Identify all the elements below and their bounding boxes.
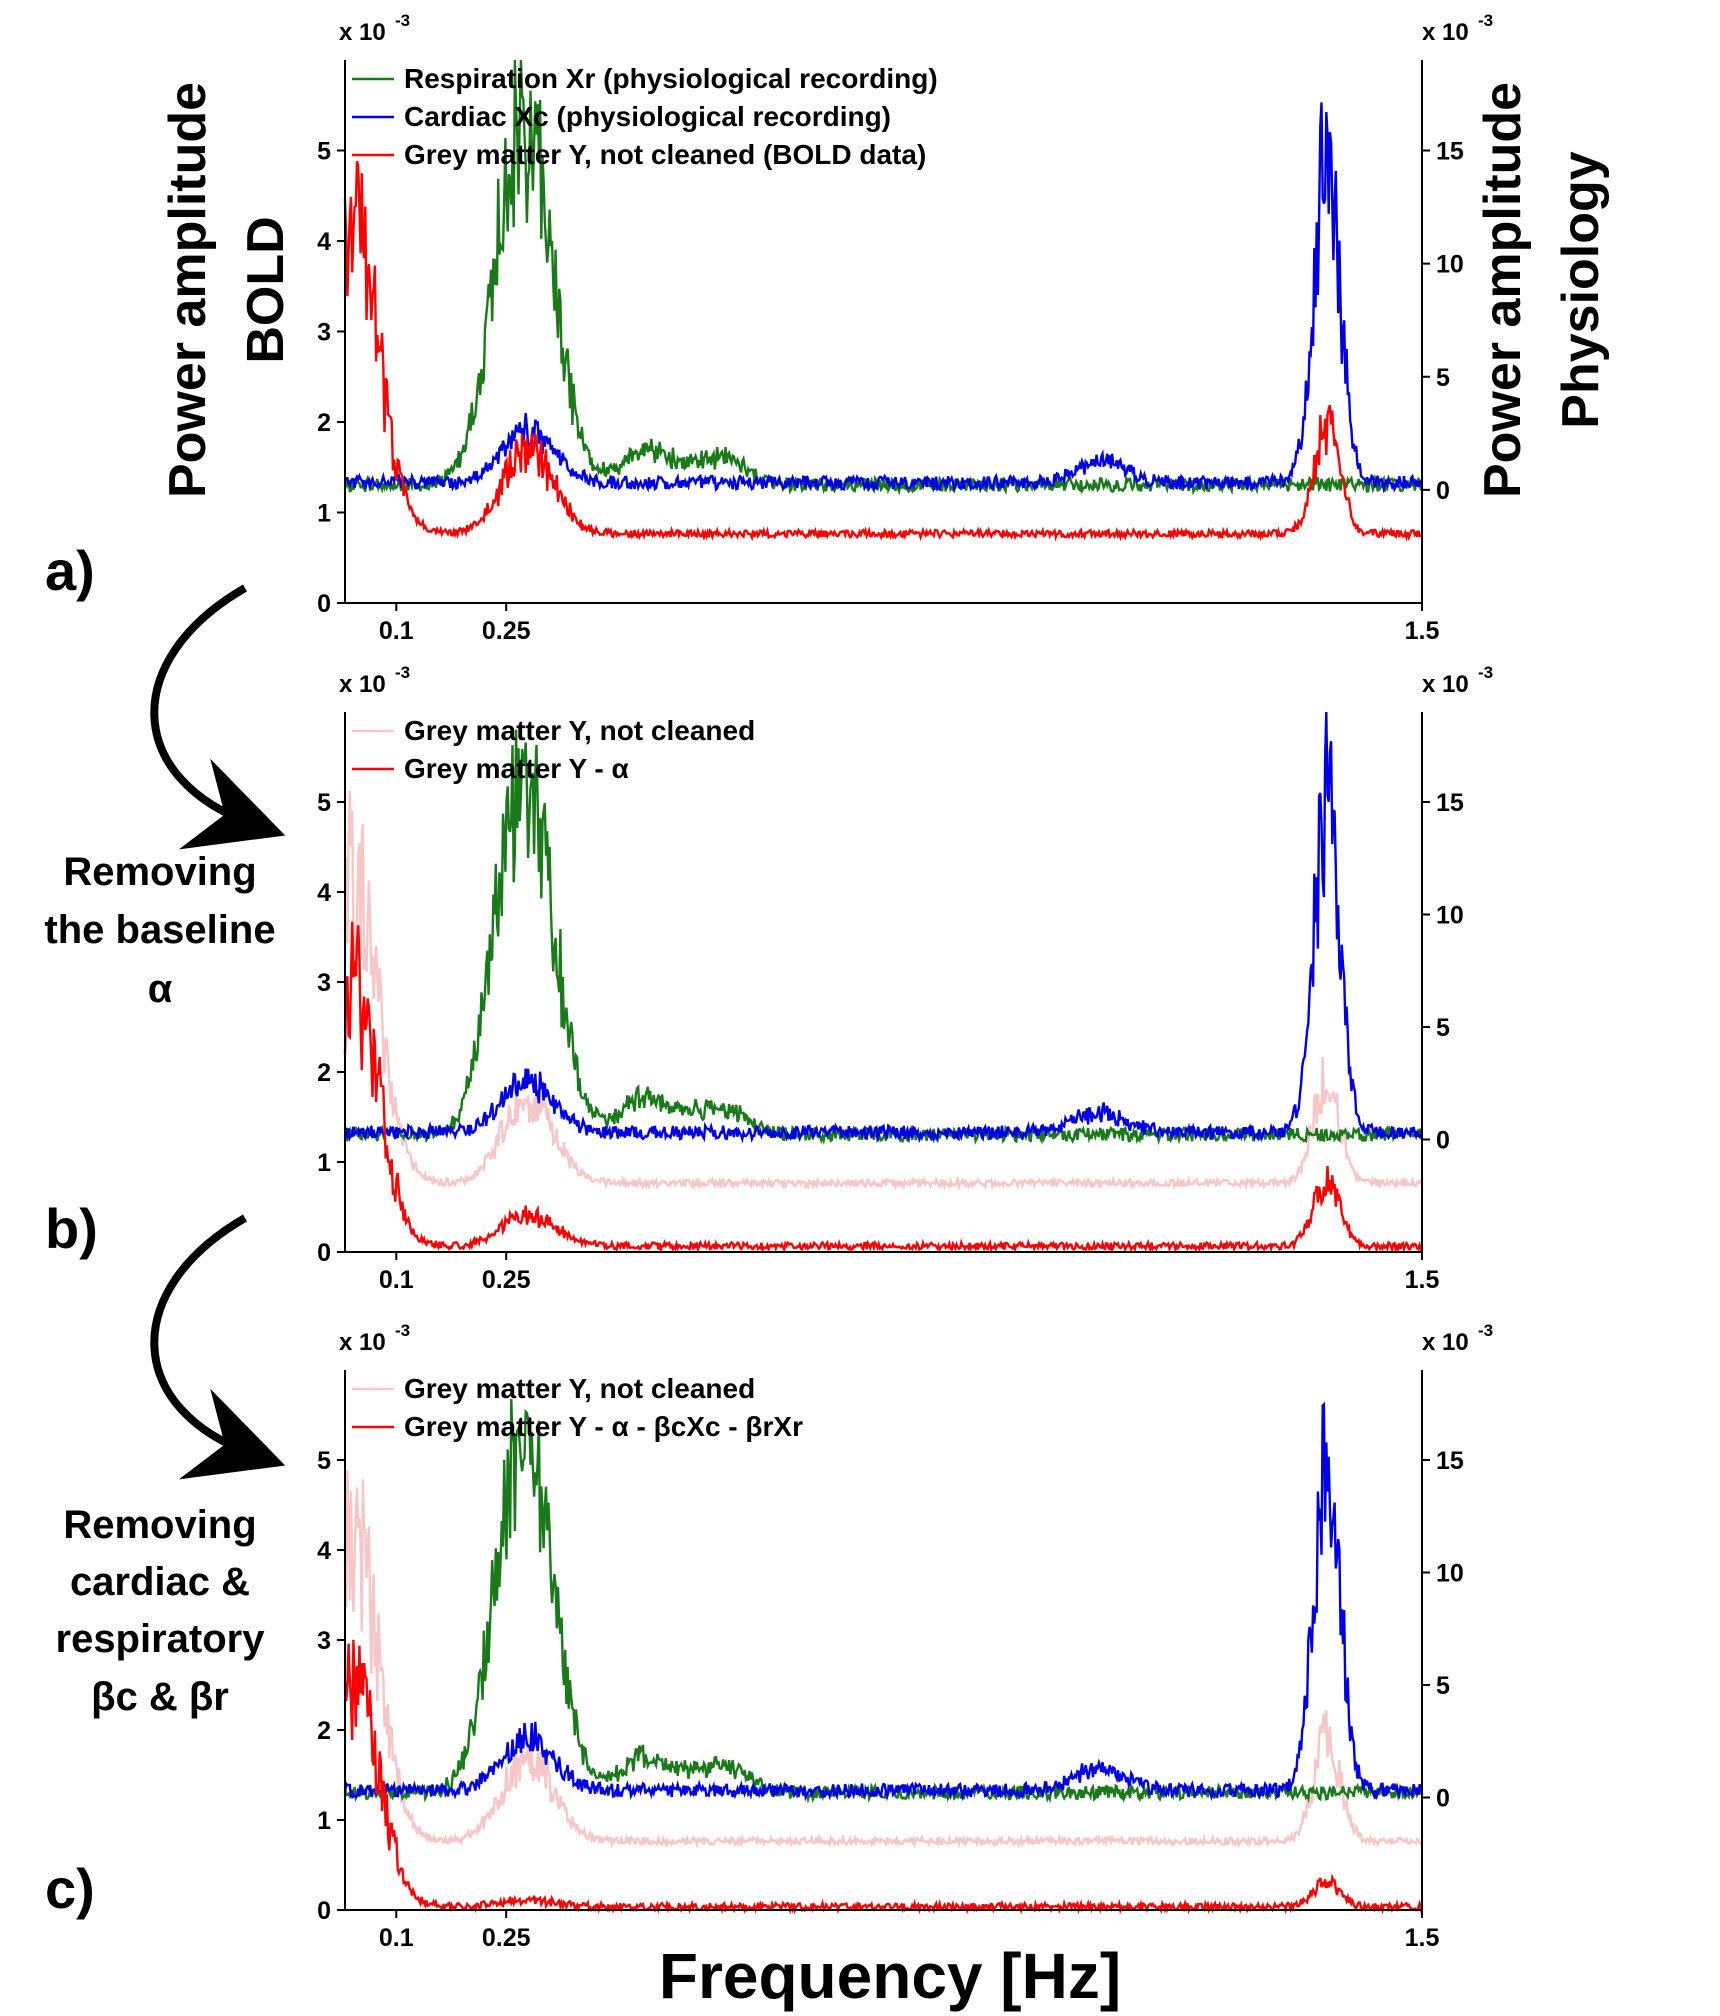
step-arrow-1 xyxy=(150,584,286,850)
right-ytick-label: 0 xyxy=(1436,1785,1450,1813)
xtick-label: 1.5 xyxy=(1405,1266,1440,1294)
series-cardiac-xc xyxy=(343,1401,1424,1802)
right-ylabel-line2: Physiology xyxy=(1552,151,1610,428)
left-ylabel-line1: Power amplitude xyxy=(159,82,217,498)
left-ytick-label: 1 xyxy=(317,500,331,528)
step2-line3: respiratory xyxy=(56,1617,266,1661)
step2-line2: cardiac & xyxy=(70,1560,250,1604)
legend-label: Grey matter Y, not cleaned xyxy=(404,715,755,746)
step1-line3: α xyxy=(148,967,173,1011)
right-ytick-label: 15 xyxy=(1436,138,1464,166)
panel-2: 0 1 2 3 4 5 0 5 10 15 0.1 0.25 1.5 x 10 -3 x 10 -3 Grey m… xyxy=(317,663,1493,1294)
right-scale-label: x 10 xyxy=(1422,19,1469,46)
right-ytick-label: 10 xyxy=(1436,1560,1464,1588)
panel-3: 0 1 2 3 4 5 0 5 10 15 0.1 0.25 1.5 x 10 -3 x 10 -3 Grey m… xyxy=(317,1321,1493,1952)
left-ytick-label: 5 xyxy=(317,138,331,166)
left-ytick-label: 4 xyxy=(317,879,331,907)
xtick-label: 0.25 xyxy=(482,617,531,645)
right-ylabel-line1: Power amplitude xyxy=(1474,82,1532,498)
legend-label: Grey matter Y - α - βcXc - βrXr xyxy=(404,1411,803,1442)
series-grey-matter-y-not-cleaned xyxy=(343,1469,1423,1849)
right-scale-label: x 10 xyxy=(1422,671,1469,698)
left-ytick-label: 2 xyxy=(317,1059,331,1087)
xtick-label: 0.25 xyxy=(482,1266,531,1294)
xtick-label: 0.1 xyxy=(379,1266,414,1294)
left-ytick-label: 3 xyxy=(317,319,331,347)
left-ytick-label: 0 xyxy=(317,1239,331,1267)
left-scale-label: x 10 xyxy=(339,1329,386,1356)
right-ytick-label: 5 xyxy=(1436,1014,1450,1042)
right-ytick-label: 5 xyxy=(1436,1672,1450,1700)
panel-label-c: c) xyxy=(45,1857,95,1920)
series-grey-matter-y-not-cleaned xyxy=(343,161,1423,542)
panel-label-a: a) xyxy=(45,539,95,602)
left-ytick-label: 0 xyxy=(317,1897,331,1925)
legend-label: Cardiac Xc (physiological recording) xyxy=(404,101,891,132)
left-ytick-label: 1 xyxy=(317,1149,331,1177)
step2-line1: Removing xyxy=(63,1503,256,1547)
step2-line4: βc & βr xyxy=(91,1675,229,1719)
right-ytick-label: 0 xyxy=(1436,1127,1450,1155)
xtick-label: 0.1 xyxy=(379,617,414,645)
step1-line2: the baseline xyxy=(44,908,275,952)
right-ytick-label: 15 xyxy=(1436,789,1464,817)
legend-label: Respiration Xr (physiological recording) xyxy=(404,63,938,94)
left-ylabel-line2: BOLD xyxy=(237,216,295,363)
x-axis-label: Frequency [Hz] xyxy=(659,1940,1121,2012)
left-scale-exponent: -3 xyxy=(395,1321,410,1340)
left-ytick-label: 3 xyxy=(317,969,331,997)
legend-label: Grey matter Y, not cleaned xyxy=(404,1373,755,1404)
step-arrow-2 xyxy=(150,1214,286,1480)
left-ytick-label: 0 xyxy=(317,590,331,618)
xtick-label: 1.5 xyxy=(1405,1924,1440,1952)
left-ytick-label: 4 xyxy=(317,1537,331,1565)
series-grey-matter-y xyxy=(343,921,1424,1255)
right-scale-exponent: -3 xyxy=(1478,1321,1493,1340)
legend-label: Grey matter Y - α xyxy=(404,753,629,784)
panel-label-b: b) xyxy=(45,1197,98,1260)
xtick-label: 0.1 xyxy=(379,1924,414,1952)
left-ytick-label: 3 xyxy=(317,1627,331,1655)
step1-line1: Removing xyxy=(63,850,256,894)
xtick-label: 1.5 xyxy=(1405,617,1440,645)
right-ytick-label: 10 xyxy=(1436,251,1464,279)
series-cardiac-xc xyxy=(343,102,1424,494)
left-ytick-label: 5 xyxy=(317,789,331,817)
right-ytick-label: 5 xyxy=(1436,364,1450,392)
left-scale-exponent: -3 xyxy=(395,11,410,30)
left-ytick-label: 4 xyxy=(317,228,331,256)
xtick-label: 0.25 xyxy=(482,1924,531,1952)
left-scale-label: x 10 xyxy=(339,671,386,698)
right-ytick-label: 10 xyxy=(1436,902,1464,930)
left-ytick-label: 2 xyxy=(317,409,331,437)
series-grey-matter-y-not-cleaned xyxy=(343,790,1423,1191)
right-scale-exponent: -3 xyxy=(1478,11,1493,30)
left-ytick-label: 2 xyxy=(317,1717,331,1745)
series-respiration-xr xyxy=(343,1399,1424,1804)
panel-1: 0 1 2 3 4 5 0 5 10 15 0.1 0.25 1.5 x 10 -3 x 10 -3 Respir… xyxy=(317,11,1493,645)
legend-label: Grey matter Y, not cleaned (BOLD data) xyxy=(404,139,926,170)
series-respiration-xr xyxy=(343,729,1424,1146)
right-scale-label: x 10 xyxy=(1422,1329,1469,1356)
left-scale-exponent: -3 xyxy=(395,663,410,682)
right-ytick-label: 0 xyxy=(1436,477,1450,505)
left-ytick-label: 5 xyxy=(317,1447,331,1475)
series-cardiac-xc xyxy=(343,711,1424,1144)
left-scale-label: x 10 xyxy=(339,19,386,46)
left-ytick-label: 1 xyxy=(317,1807,331,1835)
right-ytick-label: 15 xyxy=(1436,1447,1464,1475)
right-scale-exponent: -3 xyxy=(1478,663,1493,682)
